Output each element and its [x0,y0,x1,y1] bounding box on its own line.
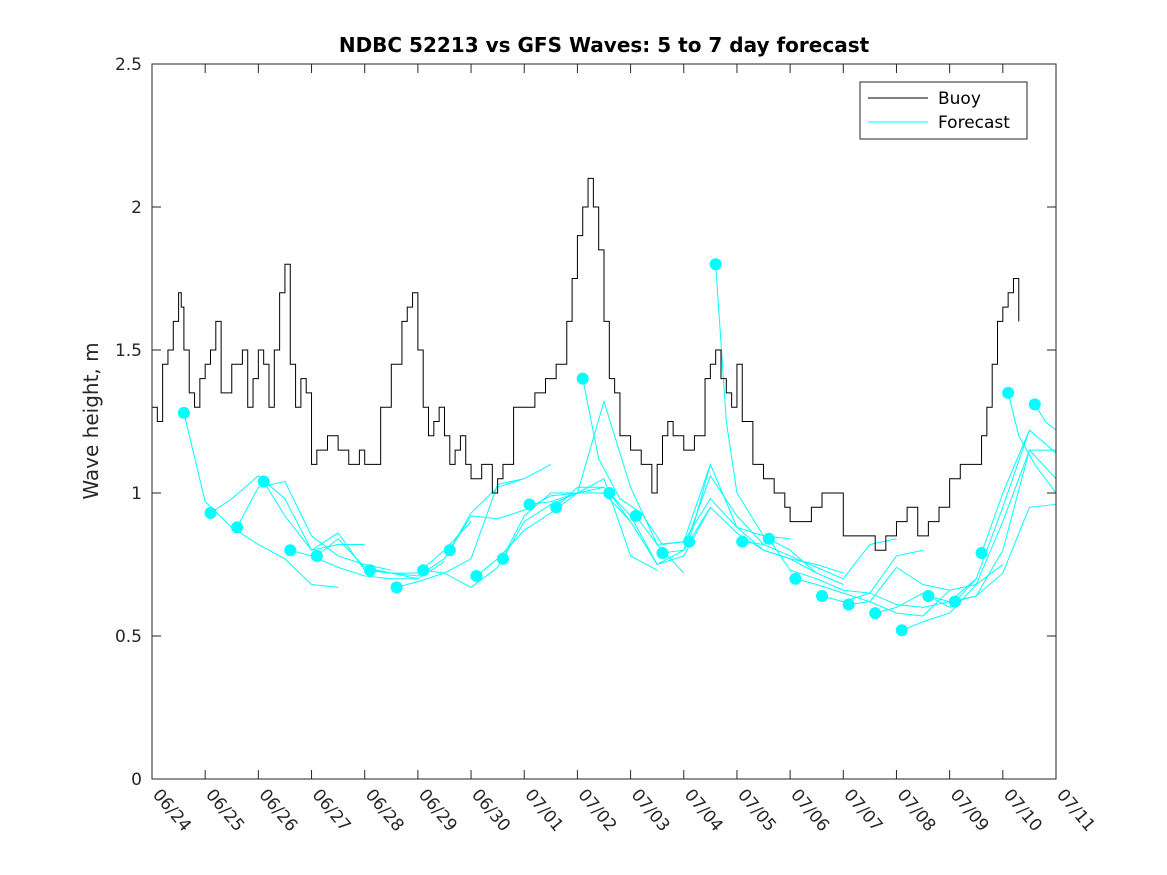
x-tick-label: 07/11 [1052,785,1099,835]
x-tick-label: 06/25 [201,785,248,835]
forecast-start-marker [842,598,855,611]
legend-forecast-label: Forecast [938,113,1010,133]
forecast-run-line [928,449,1057,603]
forecast-run-line [768,538,924,594]
forecast-start-marker [284,544,297,557]
forecast-run-line [423,492,578,588]
forecast-start-marker [709,258,722,271]
legend: Buoy Forecast [859,81,1028,140]
y-tick-label: 0 [131,770,142,790]
x-tick-label: 07/03 [627,785,674,835]
y-tick-label: 2 [131,198,142,218]
x-tick-label: 06/29 [414,785,461,835]
axes-box [151,63,1057,780]
x-tick-label: 07/08 [893,785,940,835]
forecast-start-marker [948,595,961,608]
x-tick-label: 07/06 [786,785,833,835]
forecast-start-marker [576,372,589,385]
forecast-run-line [236,480,392,571]
forecast-start-marker [496,552,509,565]
x-tick-label: 07/10 [999,785,1046,835]
forecast-start-marker [683,535,696,548]
forecast-run-line [875,429,1030,614]
forecast-markers [177,258,1041,637]
y-axis-label: Wave height, m [79,342,103,499]
forecast-start-marker [629,509,642,522]
forecast-start-marker [523,498,536,511]
x-tick-label: 06/28 [361,785,408,835]
forecast-run-line [715,264,844,585]
forecast-start-marker [975,547,988,560]
forecast-run-line [1034,404,1057,431]
forecast-start-marker [390,581,403,594]
forecast-start-marker [310,549,323,562]
plot-area [151,63,1057,780]
x-tick-label: 07/04 [680,785,727,835]
y-tick-label: 1.5 [115,341,142,361]
forecast-start-marker [257,475,270,488]
chart-title: NDBC 52213 vs GFS Waves: 5 to 7 day fore… [339,33,870,57]
forecast-start-marker [470,569,483,582]
forecast-start-marker [869,607,882,620]
forecast-run-line [183,412,339,588]
x-tick-label: 06/27 [308,785,355,835]
y-axis: 0 0.5 1 1.5 2 2.5 [115,55,1056,790]
forecast-start-marker [550,501,563,514]
forecast-start-marker [364,564,377,577]
y-tick-label: 0.5 [115,627,142,647]
x-tick-label: 06/30 [467,785,514,835]
forecast-start-marker [603,487,616,499]
forecast-run-line [981,429,1057,554]
forecast-start-marker [922,589,935,602]
x-tick-label: 06/26 [255,785,302,835]
forecast-start-marker [789,572,802,585]
forecast-start-marker [895,624,908,637]
forecast-start-marker [177,406,190,419]
forecast-run-line [210,475,365,551]
x-tick-label: 07/07 [839,785,886,835]
forecast-start-marker [204,507,217,520]
buoy-line [152,177,1020,551]
x-tick-label: 06/24 [148,785,195,835]
forecast-start-marker [656,547,669,560]
y-tick-label: 2.5 [115,55,142,75]
forecast-start-marker [443,544,456,557]
forecast-run-line [1007,392,1057,494]
forecast-run-line [396,463,552,588]
x-tick-label: 07/09 [946,785,993,835]
y-tick-label: 1 [131,484,142,504]
legend-buoy-label: Buoy [938,89,981,109]
forecast-start-marker [736,535,749,548]
forecast-run-line [742,538,897,580]
forecast-start-marker [1028,398,1041,411]
forecast-start-marker [762,532,775,545]
legend-box [859,81,1028,140]
forecast-run-line [954,503,1057,603]
x-tick-label: 07/02 [574,785,621,835]
x-tick-label: 07/01 [520,785,567,835]
forecast-start-marker [417,564,430,577]
forecast-start-marker [1002,386,1015,399]
plot-background [152,64,1056,779]
forecast-start-marker [816,589,829,602]
forecast-start-marker [231,521,244,534]
buoy-series-line [152,177,1020,551]
forecast-run-line [688,462,844,574]
x-tick-label: 07/05 [733,785,780,835]
